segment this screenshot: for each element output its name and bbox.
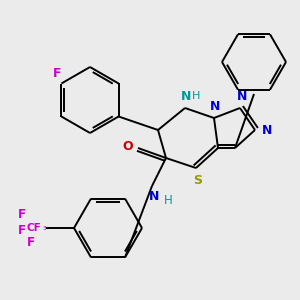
Text: CF: CF [27, 223, 41, 233]
Text: N: N [237, 91, 247, 103]
Text: H: H [192, 91, 200, 101]
Text: ₃: ₃ [42, 224, 46, 232]
Text: F: F [18, 224, 26, 236]
Text: F: F [18, 208, 26, 220]
Text: S: S [194, 173, 202, 187]
Text: H: H [164, 194, 172, 206]
Text: F: F [27, 236, 35, 248]
Text: N: N [149, 190, 159, 202]
Text: F: F [53, 67, 62, 80]
Text: O: O [123, 140, 133, 152]
Text: N: N [181, 89, 191, 103]
Text: N: N [210, 100, 220, 113]
Text: N: N [262, 124, 272, 136]
